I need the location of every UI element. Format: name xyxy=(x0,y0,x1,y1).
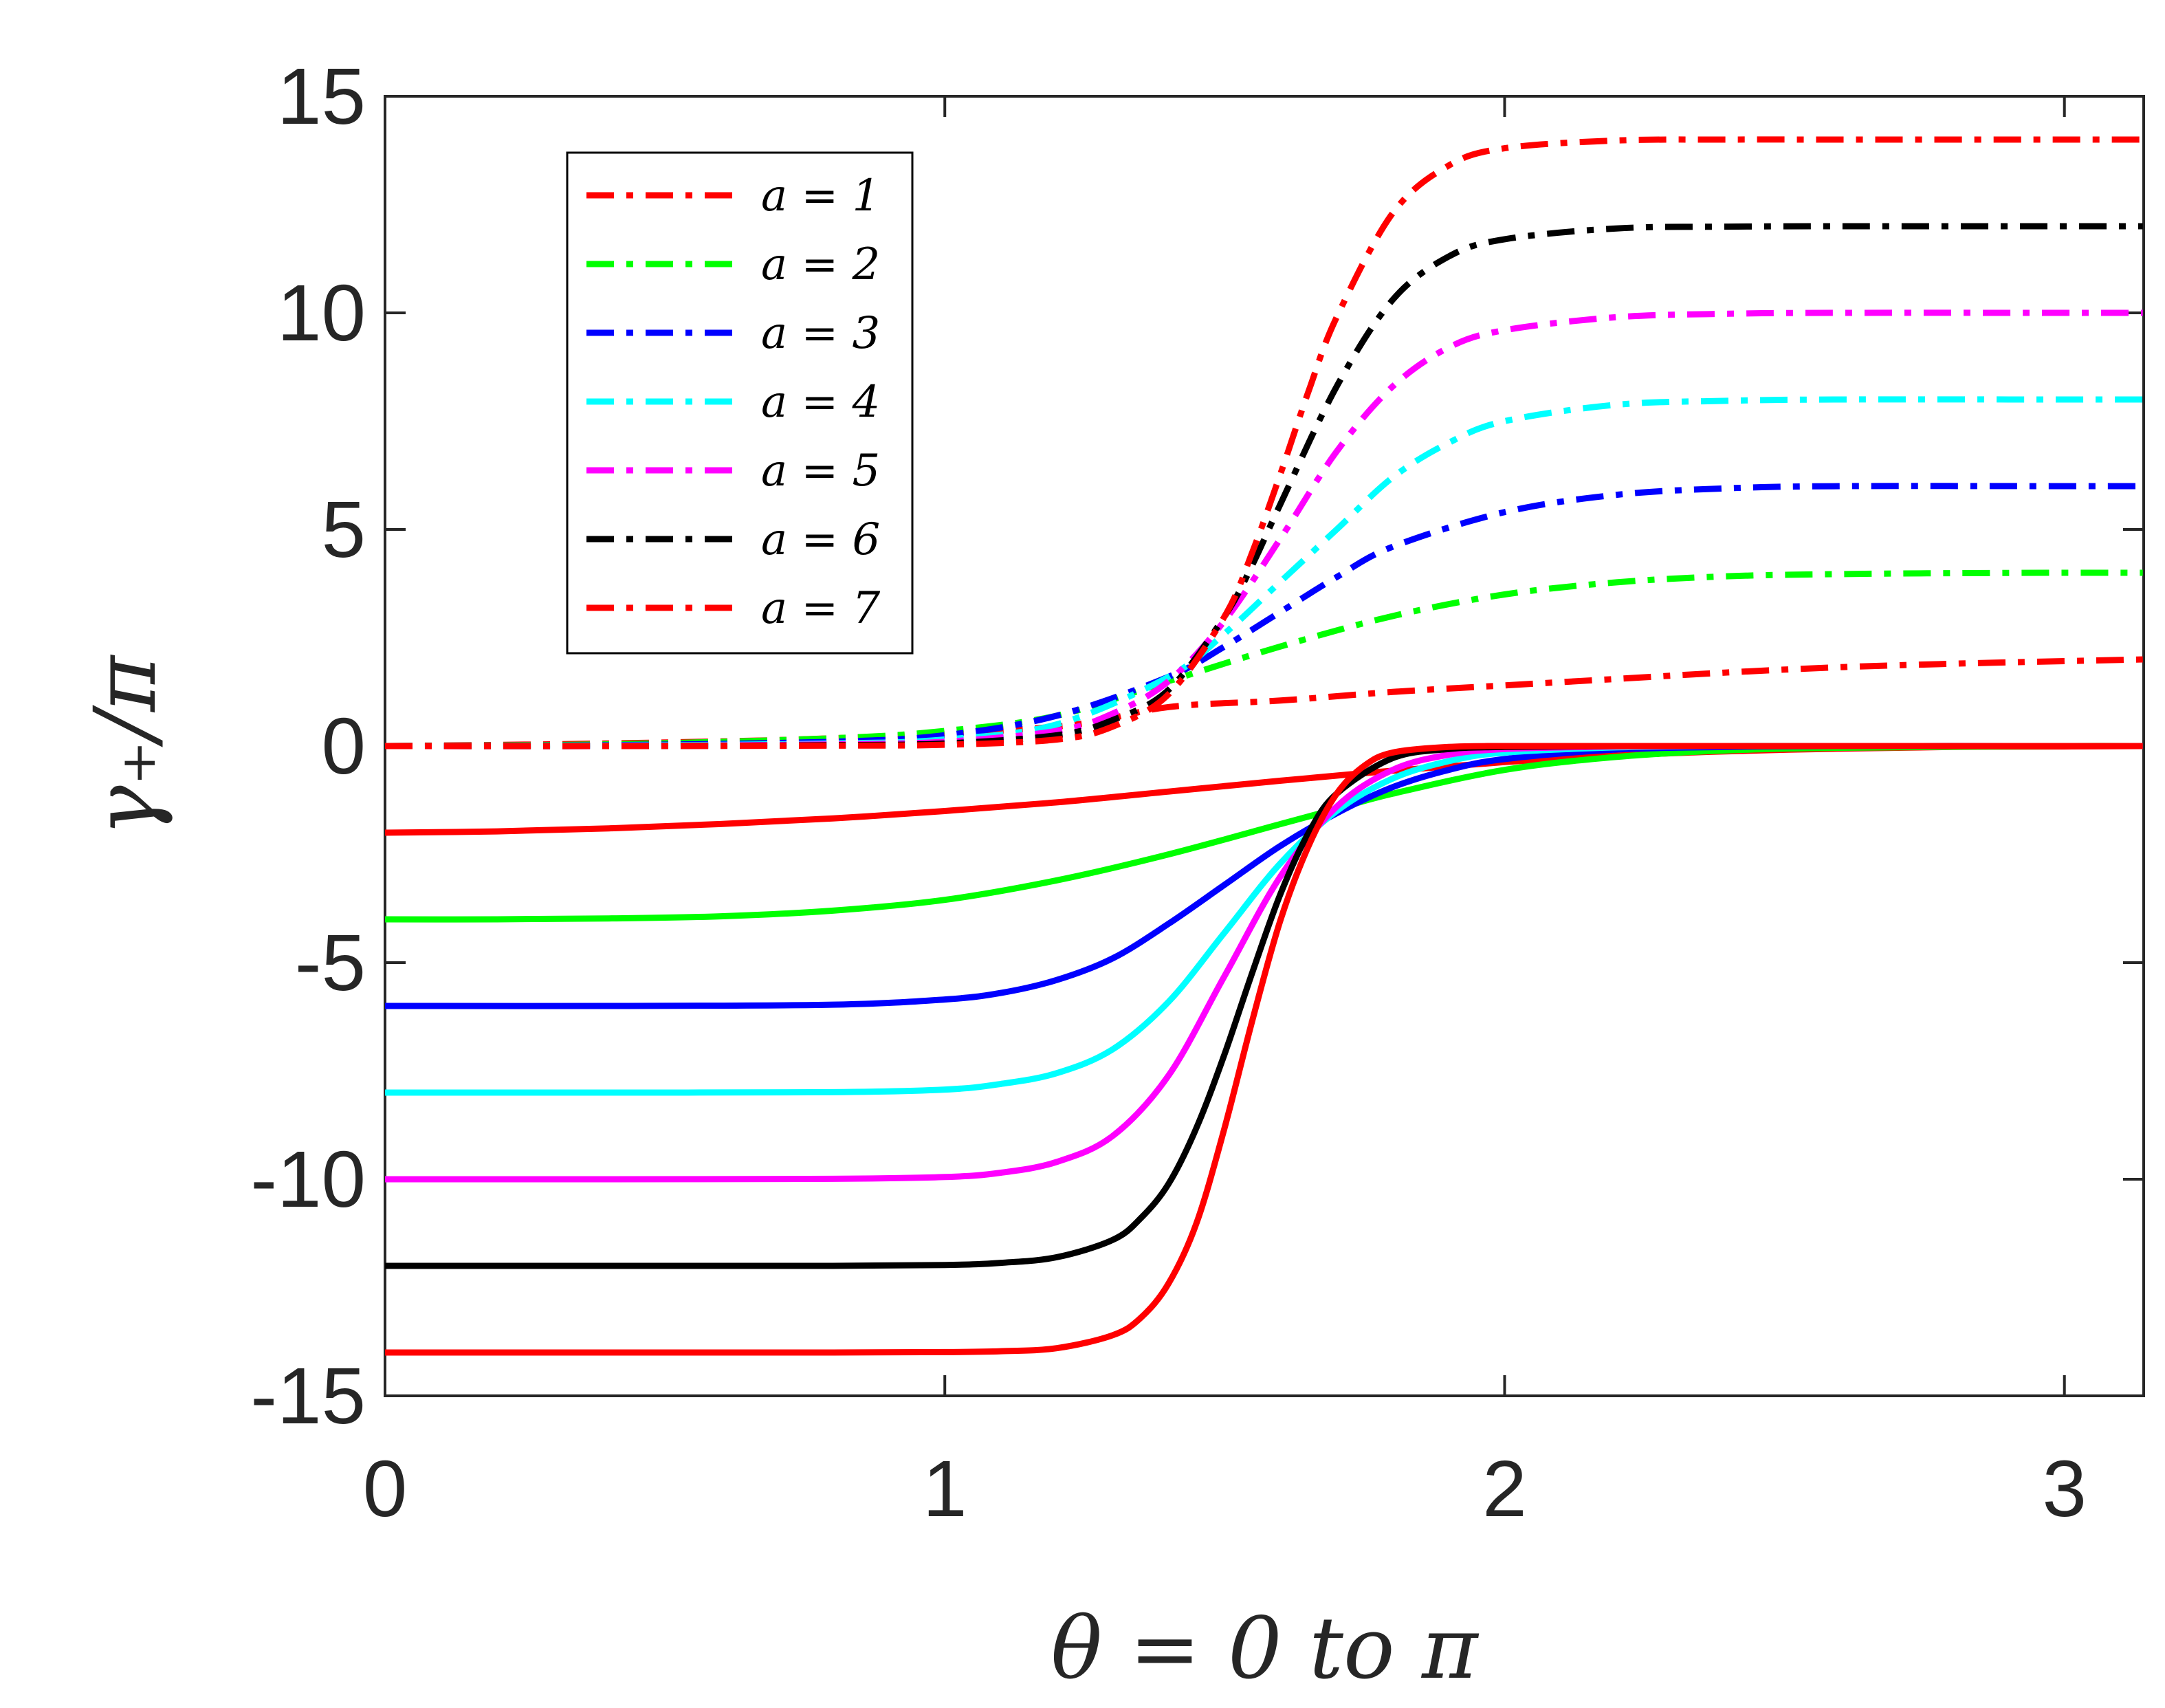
y-tick-label: 10 xyxy=(277,268,366,358)
legend-label: a = 1 xyxy=(761,171,880,221)
y-tick-label: -15 xyxy=(250,1351,366,1441)
legend-label: a = 6 xyxy=(761,514,880,565)
y-tick-label: 0 xyxy=(321,701,366,791)
legend-label: a = 7 xyxy=(761,583,880,634)
x-tick-labels: 0 1 2 3 xyxy=(363,1444,2087,1533)
x-tick-label: 0 xyxy=(363,1444,408,1533)
y-tick-label: 15 xyxy=(277,52,366,141)
tick-marks xyxy=(384,95,2144,1397)
series-line-dashdot-a2 xyxy=(384,569,2143,749)
legend-label: a = 2 xyxy=(761,239,880,290)
y-tick-labels: -15 -10 -5 0 5 10 15 xyxy=(250,52,366,1441)
x-tick-label: 2 xyxy=(1482,1444,1527,1533)
legend-label: a = 5 xyxy=(761,446,880,496)
x-tick-label: 1 xyxy=(923,1444,967,1533)
legend-label: a = 4 xyxy=(761,377,880,428)
series-line-solid-a7 xyxy=(385,743,2143,1356)
y-tick-label: -5 xyxy=(295,918,366,1007)
series-line-dashdot-a4 xyxy=(384,396,2143,749)
legend-box xyxy=(566,151,914,655)
x-tick-label: 3 xyxy=(2042,1444,2087,1533)
y-tick-label: 5 xyxy=(321,485,366,574)
series-layer xyxy=(384,136,2143,1356)
x-axis-label: θ = 0 to π xyxy=(1051,1599,1480,1698)
legend-label: a = 3 xyxy=(761,308,880,359)
series-line-dashdot-a7 xyxy=(384,136,2143,749)
series-line-dashdot-a5 xyxy=(384,309,2143,749)
y-axis-label: γ₊/π xyxy=(76,654,175,836)
series-line-dashdot-a6 xyxy=(384,223,2143,749)
legend: a = 1 a = 2 a = 3 a = 4 a = 5 a = 6 a = 7 xyxy=(566,151,914,655)
y-tick-label: -10 xyxy=(250,1135,366,1224)
